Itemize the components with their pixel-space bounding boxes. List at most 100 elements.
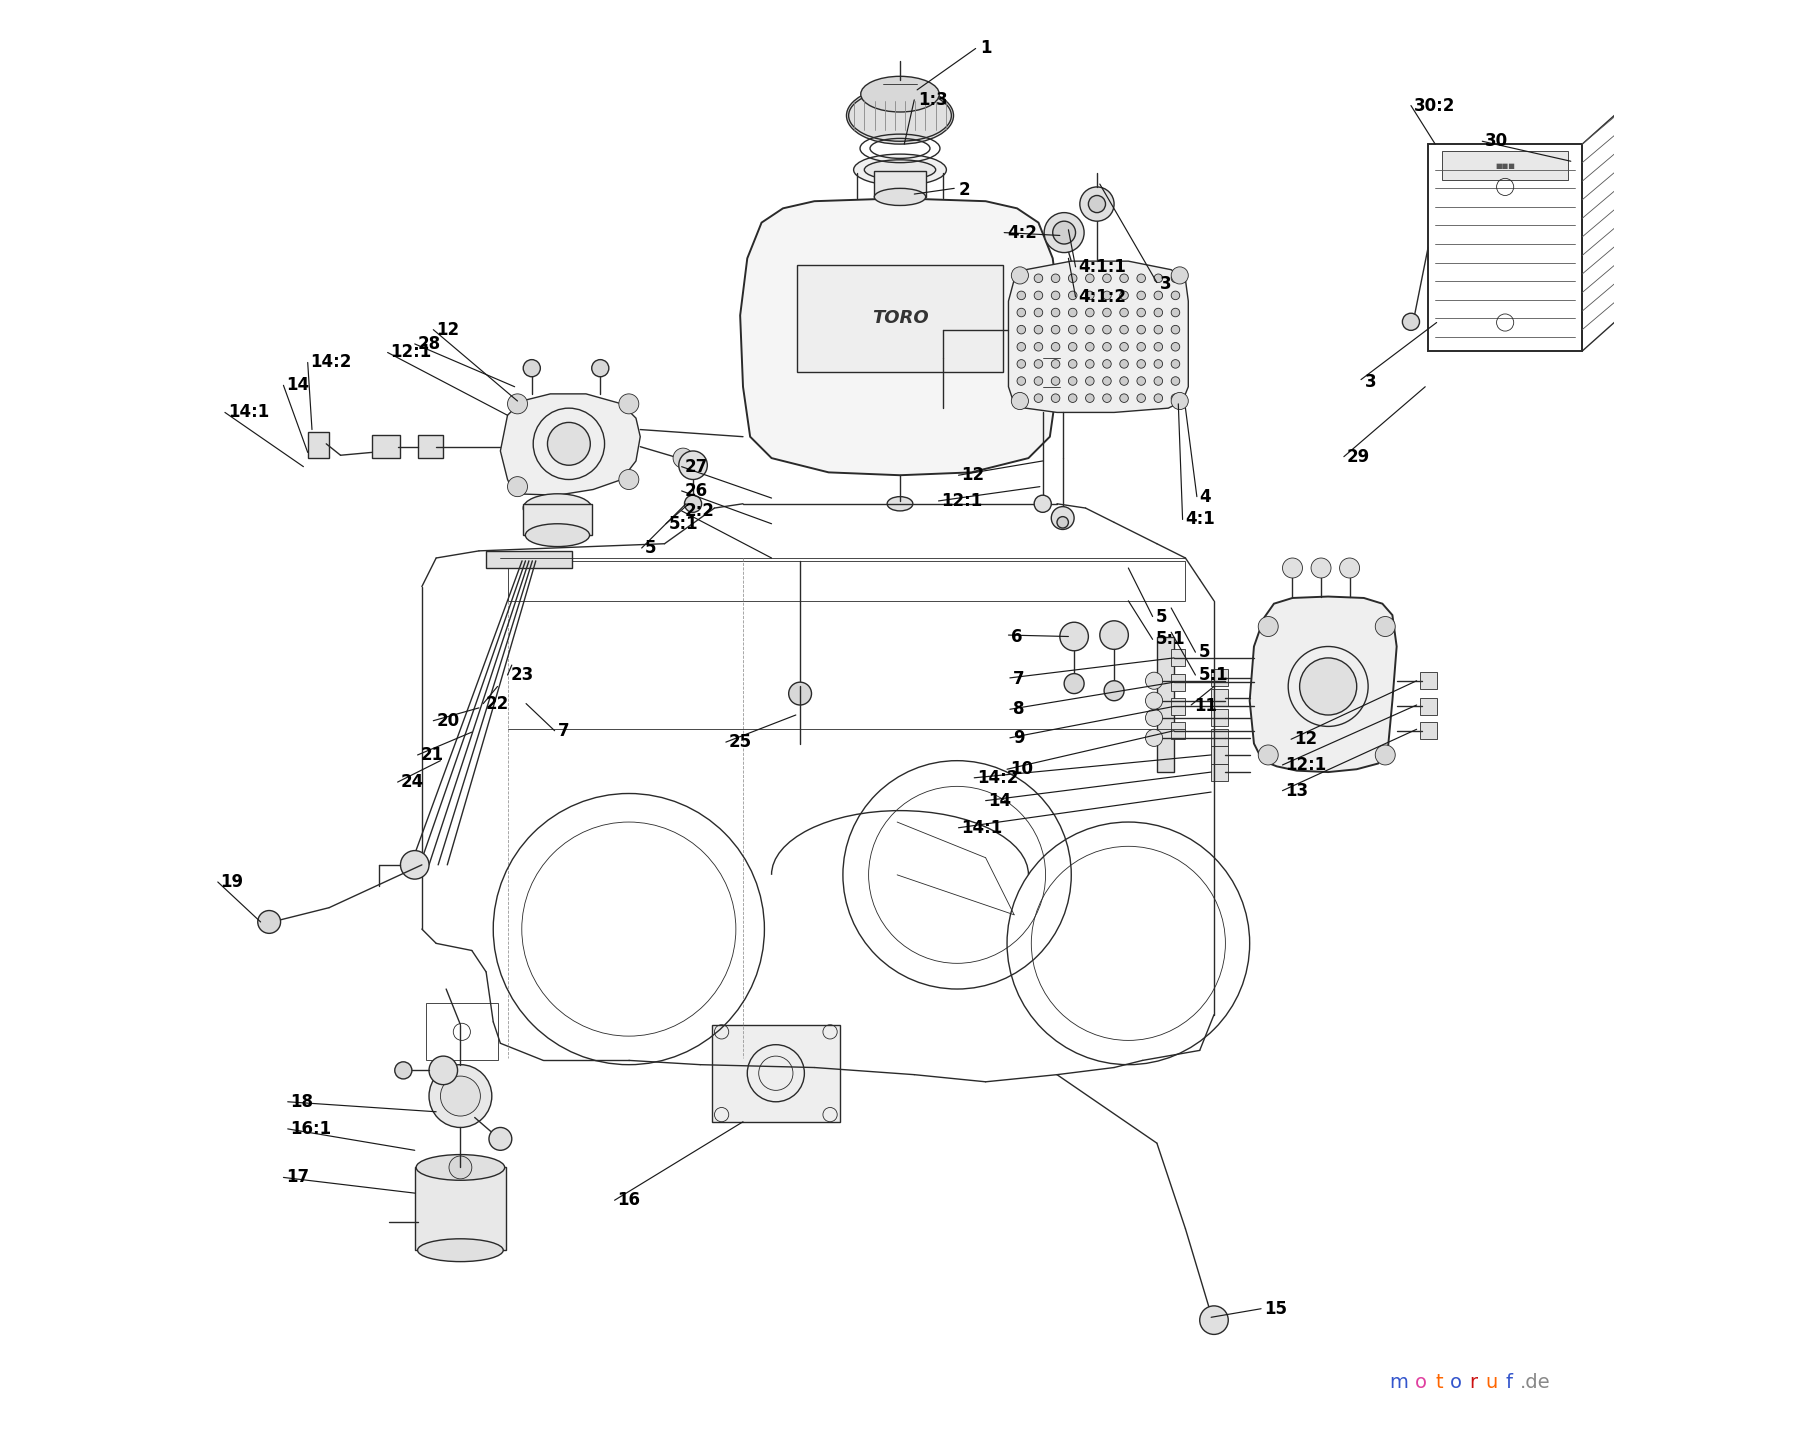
Text: 4:2: 4:2 [1006, 223, 1037, 242]
Circle shape [1103, 292, 1111, 300]
Text: 5:1: 5:1 [670, 515, 698, 533]
Circle shape [1154, 343, 1163, 350]
Circle shape [1051, 343, 1060, 350]
Circle shape [1103, 376, 1111, 385]
Circle shape [619, 393, 639, 413]
Circle shape [1085, 309, 1094, 317]
Circle shape [1172, 267, 1188, 285]
Text: 12: 12 [436, 320, 459, 339]
Text: 14:1: 14:1 [229, 403, 268, 422]
Text: 12:1: 12:1 [391, 343, 432, 362]
Circle shape [1103, 309, 1111, 317]
Bar [797, 266, 1003, 372]
Circle shape [1051, 393, 1060, 402]
Text: 14: 14 [286, 376, 310, 395]
Circle shape [1138, 343, 1145, 350]
Circle shape [1069, 292, 1076, 300]
Bar [1172, 674, 1186, 691]
Circle shape [1017, 343, 1026, 350]
Circle shape [1138, 309, 1145, 317]
Circle shape [1145, 672, 1163, 689]
Circle shape [1375, 745, 1395, 765]
Circle shape [1085, 343, 1094, 350]
Circle shape [592, 359, 608, 376]
Text: ■■■: ■■■ [1496, 163, 1516, 169]
Text: 22: 22 [486, 695, 509, 712]
Circle shape [1085, 393, 1094, 402]
Text: 30:2: 30:2 [1413, 97, 1454, 114]
Circle shape [257, 911, 281, 934]
Text: 6: 6 [1012, 628, 1022, 645]
Text: o: o [1415, 1373, 1427, 1393]
Text: 5:1: 5:1 [1199, 666, 1228, 684]
Circle shape [1172, 392, 1188, 409]
Circle shape [1085, 326, 1094, 335]
Bar [1172, 698, 1186, 715]
Text: 8: 8 [1013, 701, 1024, 718]
Circle shape [1120, 359, 1129, 368]
Text: 17: 17 [286, 1168, 310, 1187]
Circle shape [1103, 681, 1123, 701]
Bar [1211, 764, 1228, 781]
Text: 7: 7 [1013, 671, 1024, 688]
Circle shape [1017, 376, 1026, 385]
Bar [508, 561, 1186, 601]
Text: 1:3: 1:3 [918, 92, 949, 109]
Circle shape [1154, 376, 1163, 385]
Text: t: t [1435, 1373, 1444, 1393]
Bar [1172, 649, 1186, 666]
Circle shape [1035, 359, 1042, 368]
Ellipse shape [846, 87, 954, 144]
Text: m: m [1390, 1373, 1408, 1393]
Ellipse shape [524, 493, 592, 522]
Circle shape [1080, 187, 1114, 222]
Circle shape [1035, 343, 1042, 350]
Bar [1211, 669, 1228, 686]
Circle shape [1069, 393, 1076, 402]
Circle shape [1120, 275, 1129, 283]
Circle shape [1017, 309, 1026, 317]
Circle shape [1339, 558, 1359, 578]
Polygon shape [740, 199, 1060, 475]
Circle shape [1017, 292, 1026, 300]
Circle shape [619, 469, 639, 489]
Circle shape [684, 495, 702, 512]
Text: 7: 7 [558, 722, 569, 739]
Polygon shape [1008, 262, 1188, 412]
Circle shape [1103, 275, 1111, 283]
Circle shape [1172, 292, 1179, 300]
Circle shape [400, 851, 428, 879]
Circle shape [1375, 616, 1395, 636]
Text: 21: 21 [421, 746, 443, 764]
Text: 4:1:2: 4:1:2 [1078, 287, 1127, 306]
Text: 23: 23 [511, 666, 533, 684]
Circle shape [441, 1077, 481, 1115]
Ellipse shape [864, 160, 936, 180]
Text: .de: .de [1519, 1373, 1550, 1393]
Circle shape [1085, 376, 1094, 385]
Bar [1420, 722, 1436, 739]
Circle shape [448, 1155, 472, 1178]
Bar [711, 1025, 841, 1121]
Bar [1442, 152, 1568, 180]
Circle shape [1012, 392, 1028, 409]
Ellipse shape [526, 523, 590, 546]
Circle shape [1138, 359, 1145, 368]
Circle shape [1172, 343, 1179, 350]
Circle shape [394, 1062, 412, 1080]
Text: 14:2: 14:2 [977, 769, 1019, 786]
Circle shape [1069, 359, 1076, 368]
Circle shape [1069, 309, 1076, 317]
Circle shape [1138, 376, 1145, 385]
Circle shape [1282, 558, 1303, 578]
Circle shape [1051, 359, 1060, 368]
Text: 14: 14 [988, 792, 1012, 809]
Bar [1211, 709, 1228, 726]
Text: 30: 30 [1485, 132, 1508, 150]
Circle shape [1017, 275, 1026, 283]
Circle shape [1051, 326, 1060, 335]
Text: u: u [1485, 1373, 1498, 1393]
Bar [1420, 698, 1436, 715]
Circle shape [1064, 674, 1084, 694]
Bar [427, 1004, 497, 1061]
